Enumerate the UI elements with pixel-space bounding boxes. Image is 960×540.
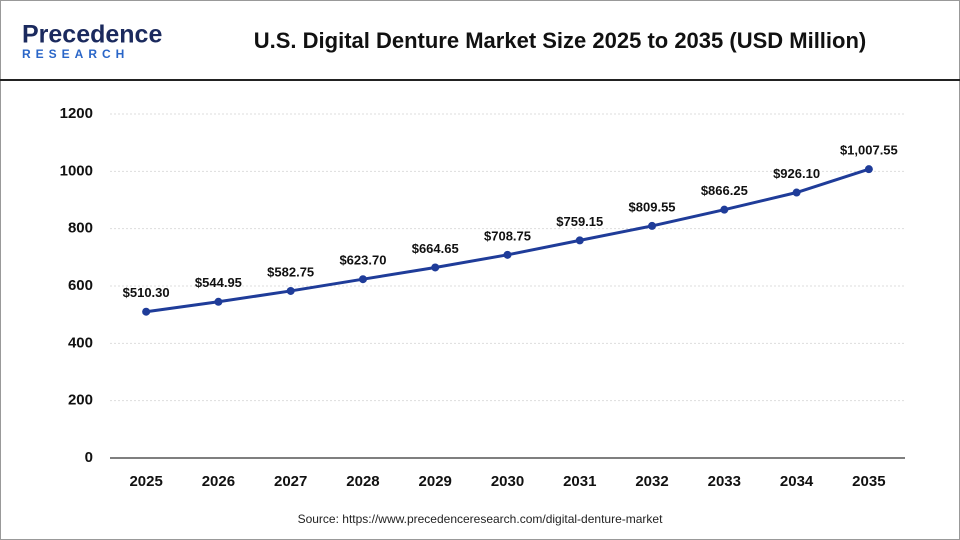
data-point — [575, 236, 584, 245]
x-tick-label: 2029 — [419, 473, 452, 490]
x-tick-label: 2033 — [708, 473, 741, 490]
data-label: $866.25 — [701, 183, 748, 198]
data-point — [286, 286, 295, 295]
y-tick-label: 1200 — [60, 105, 93, 122]
x-tick-label: 2025 — [129, 473, 162, 490]
x-tick-label: 2032 — [635, 473, 668, 490]
x-tick-label: 2028 — [346, 473, 379, 490]
data-point — [648, 221, 657, 230]
y-tick-label: 600 — [68, 277, 93, 294]
data-label: $926.10 — [773, 166, 820, 181]
x-tick-label: 2027 — [274, 473, 307, 490]
data-label: $544.95 — [195, 275, 242, 290]
data-point — [792, 188, 801, 197]
data-point — [358, 275, 367, 284]
data-label: $582.75 — [267, 264, 314, 279]
x-tick-label: 2035 — [852, 473, 885, 490]
data-point — [864, 165, 873, 174]
x-tick-label: 2030 — [491, 473, 524, 490]
data-point — [503, 250, 512, 259]
logo-tagline: RESEARCH — [22, 47, 129, 61]
y-tick-label: 800 — [68, 220, 93, 237]
y-tick-label: 200 — [68, 392, 93, 409]
x-tick-label: 2031 — [563, 473, 596, 490]
x-tick-label: 2034 — [780, 473, 814, 490]
y-tick-label: 0 — [85, 449, 93, 466]
data-label: $664.65 — [412, 241, 459, 256]
data-label: $1,007.55 — [840, 143, 898, 158]
y-tick-label: 400 — [68, 334, 93, 351]
data-label: $623.70 — [339, 253, 386, 268]
chart-title: U.S. Digital Denture Market Size 2025 to… — [254, 28, 867, 53]
data-point — [214, 297, 223, 306]
data-label: $510.30 — [123, 285, 170, 300]
data-point — [142, 307, 151, 316]
data-label: $809.55 — [629, 199, 676, 214]
data-point — [720, 205, 729, 214]
data-label: $708.75 — [484, 228, 531, 243]
data-label: $759.15 — [556, 214, 603, 229]
y-tick-label: 1000 — [60, 162, 93, 179]
x-tick-label: 2026 — [202, 473, 235, 490]
data-point — [431, 263, 440, 272]
logo-name: Precedence — [22, 21, 162, 49]
source: Source: https://www.precedenceresearch.c… — [298, 512, 664, 526]
